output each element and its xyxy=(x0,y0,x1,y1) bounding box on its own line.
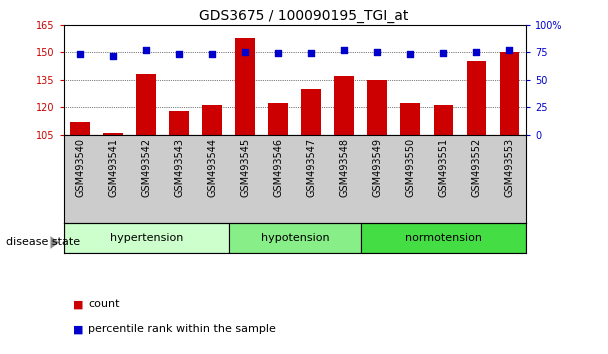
Point xyxy=(505,47,514,53)
Text: GSM493541: GSM493541 xyxy=(108,138,119,197)
Text: GSM493547: GSM493547 xyxy=(306,138,316,197)
Bar xyxy=(170,111,189,135)
Point xyxy=(438,51,448,56)
Point xyxy=(373,49,382,55)
Bar xyxy=(64,223,229,253)
Point xyxy=(472,49,482,55)
Bar xyxy=(434,105,454,135)
Point xyxy=(75,52,85,57)
Point xyxy=(406,52,415,57)
Bar xyxy=(229,223,361,253)
Text: normotension: normotension xyxy=(405,233,482,243)
Text: percentile rank within the sample: percentile rank within the sample xyxy=(88,324,276,334)
Text: GSM493552: GSM493552 xyxy=(471,138,482,197)
Text: GSM493549: GSM493549 xyxy=(372,138,382,197)
Point xyxy=(142,47,151,53)
Text: hypertension: hypertension xyxy=(109,233,183,243)
Bar xyxy=(71,122,90,135)
Bar xyxy=(103,133,123,135)
Text: count: count xyxy=(88,299,120,309)
Text: ■: ■ xyxy=(73,299,83,309)
Text: GSM493546: GSM493546 xyxy=(274,138,283,197)
Text: GSM493548: GSM493548 xyxy=(339,138,350,197)
Bar xyxy=(235,38,255,135)
Text: GSM493545: GSM493545 xyxy=(240,138,250,197)
Point xyxy=(339,47,349,53)
Point xyxy=(174,52,184,57)
Text: GSM493543: GSM493543 xyxy=(174,138,184,197)
Text: GSM493551: GSM493551 xyxy=(438,138,449,197)
Text: GSM493544: GSM493544 xyxy=(207,138,218,197)
Bar xyxy=(202,105,223,135)
Point xyxy=(241,49,250,55)
Bar xyxy=(500,52,519,135)
Point xyxy=(207,52,217,57)
Point xyxy=(108,53,118,58)
Text: GSM493542: GSM493542 xyxy=(141,138,151,197)
Text: GDS3675 / 100090195_TGI_at: GDS3675 / 100090195_TGI_at xyxy=(199,9,409,23)
Point xyxy=(274,51,283,56)
Bar xyxy=(269,103,288,135)
Text: GSM493553: GSM493553 xyxy=(505,138,514,197)
Text: hypotension: hypotension xyxy=(261,233,329,243)
Text: disease state: disease state xyxy=(6,238,80,247)
Bar xyxy=(367,80,387,135)
Bar xyxy=(302,89,321,135)
Bar xyxy=(334,76,354,135)
Text: GSM493550: GSM493550 xyxy=(406,138,415,197)
Bar xyxy=(136,74,156,135)
Point xyxy=(306,51,316,56)
Text: ■: ■ xyxy=(73,324,83,334)
Bar xyxy=(466,61,486,135)
Bar xyxy=(401,103,420,135)
Text: GSM493540: GSM493540 xyxy=(75,138,85,197)
Bar xyxy=(361,223,526,253)
